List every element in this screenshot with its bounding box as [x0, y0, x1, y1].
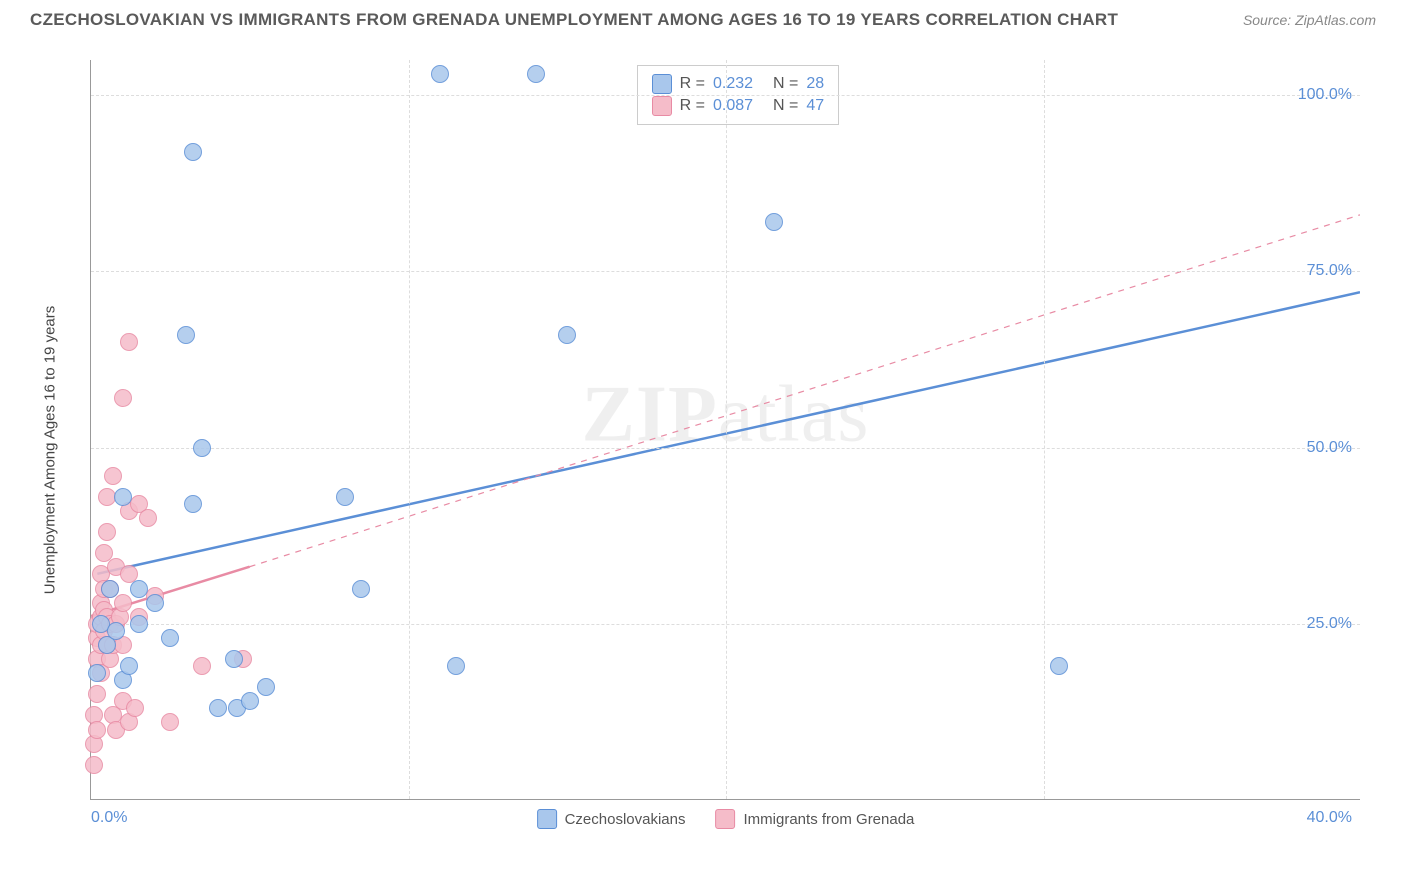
gridline-v [726, 60, 727, 799]
scatter-point-a [107, 622, 125, 640]
scatter-point-b [114, 389, 132, 407]
scatter-point-a [193, 439, 211, 457]
gridline-v [1044, 60, 1045, 799]
legend-row-a: R = 0.232 N = 28 [652, 74, 825, 94]
x-tick-label: 40.0% [1307, 809, 1352, 827]
scatter-point-a [88, 664, 106, 682]
legend-label-a: Czechoslovakians [565, 811, 686, 828]
scatter-point-a [161, 629, 179, 647]
legend-swatch-b [716, 809, 736, 829]
chart-container: Unemployment Among Ages 16 to 19 years Z… [60, 50, 1380, 850]
scatter-point-a [130, 580, 148, 598]
scatter-point-b [88, 721, 106, 739]
scatter-point-a [336, 488, 354, 506]
legend-swatch-a [537, 809, 557, 829]
series-legend: Czechoslovakians Immigrants from Grenada [537, 809, 915, 829]
legend-n-label: N = [773, 75, 798, 93]
y-tick-label: 75.0% [1307, 262, 1352, 280]
scatter-point-a [431, 65, 449, 83]
scatter-point-b [104, 467, 122, 485]
scatter-point-b [85, 756, 103, 774]
y-axis-label: Unemployment Among Ages 16 to 19 years [42, 306, 59, 595]
scatter-point-b [126, 699, 144, 717]
legend-item-a: Czechoslovakians [537, 809, 686, 829]
legend-row-b: R = 0.087 N = 47 [652, 96, 825, 116]
scatter-point-b [193, 657, 211, 675]
legend-r-a: 0.232 [713, 75, 753, 93]
legend-r-label: R = [680, 75, 705, 93]
legend-r-b: 0.087 [713, 97, 753, 115]
scatter-point-a [120, 657, 138, 675]
scatter-point-b [88, 685, 106, 703]
gridline-v [409, 60, 410, 799]
scatter-point-a [527, 65, 545, 83]
scatter-point-a [209, 699, 227, 717]
scatter-point-a [184, 495, 202, 513]
legend-n-label: N = [773, 97, 798, 115]
scatter-point-a [765, 213, 783, 231]
scatter-point-b [120, 333, 138, 351]
chart-title: CZECHOSLOVAKIAN VS IMMIGRANTS FROM GRENA… [30, 10, 1118, 30]
scatter-point-a [114, 488, 132, 506]
scatter-point-a [177, 326, 195, 344]
scatter-point-a [558, 326, 576, 344]
source-label: Source: ZipAtlas.com [1243, 12, 1376, 28]
x-tick-label: 0.0% [91, 809, 127, 827]
scatter-point-a [1050, 657, 1068, 675]
scatter-point-a [447, 657, 465, 675]
scatter-point-a [352, 580, 370, 598]
y-tick-label: 50.0% [1307, 439, 1352, 457]
scatter-point-a [241, 692, 259, 710]
legend-item-b: Immigrants from Grenada [716, 809, 915, 829]
scatter-point-a [257, 678, 275, 696]
scatter-point-a [225, 650, 243, 668]
legend-swatch-b [652, 96, 672, 116]
legend-label-b: Immigrants from Grenada [744, 811, 915, 828]
y-tick-label: 100.0% [1298, 86, 1352, 104]
plot-area: ZIPatlas R = 0.232 N = 28 R = 0.087 N = … [90, 60, 1360, 800]
scatter-point-b [161, 713, 179, 731]
scatter-point-a [184, 143, 202, 161]
legend-n-a: 28 [806, 75, 824, 93]
scatter-point-a [146, 594, 164, 612]
legend-r-label: R = [680, 97, 705, 115]
legend-swatch-a [652, 74, 672, 94]
y-tick-label: 25.0% [1307, 615, 1352, 633]
legend-n-b: 47 [806, 97, 824, 115]
scatter-point-b [139, 509, 157, 527]
scatter-point-a [101, 580, 119, 598]
scatter-point-b [98, 523, 116, 541]
scatter-point-b [114, 594, 132, 612]
scatter-point-a [130, 615, 148, 633]
